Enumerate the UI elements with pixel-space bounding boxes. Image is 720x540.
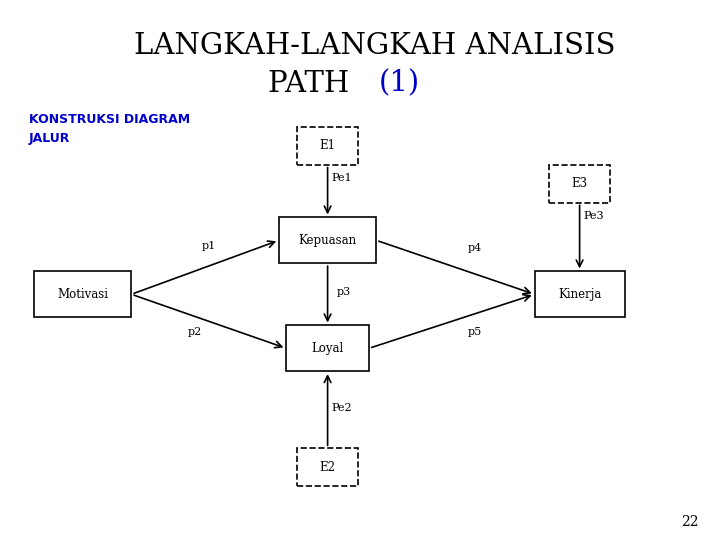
Text: Loyal: Loyal — [312, 342, 343, 355]
Text: Motivasi: Motivasi — [58, 288, 108, 301]
Text: KONSTRUKSI DIAGRAM
JALUR: KONSTRUKSI DIAGRAM JALUR — [29, 113, 190, 145]
Text: PATH: PATH — [268, 70, 359, 98]
Text: p2: p2 — [187, 327, 202, 337]
FancyBboxPatch shape — [549, 165, 611, 202]
Text: Kinerja: Kinerja — [558, 288, 601, 301]
FancyBboxPatch shape — [297, 448, 359, 486]
Text: LANGKAH-LANGKAH ANALISIS: LANGKAH-LANGKAH ANALISIS — [134, 32, 615, 60]
Text: E2: E2 — [320, 461, 336, 474]
FancyBboxPatch shape — [287, 325, 369, 372]
Text: p4: p4 — [468, 244, 482, 253]
Text: Kepuasan: Kepuasan — [299, 234, 356, 247]
Text: p5: p5 — [468, 327, 482, 337]
Text: Pe2: Pe2 — [332, 403, 352, 413]
Text: Pe3: Pe3 — [584, 211, 604, 221]
FancyBboxPatch shape — [279, 217, 376, 263]
FancyBboxPatch shape — [534, 271, 625, 317]
Text: Pe1: Pe1 — [332, 173, 352, 183]
FancyBboxPatch shape — [35, 271, 132, 317]
Text: (1): (1) — [379, 70, 420, 98]
Text: 22: 22 — [681, 515, 698, 529]
Text: p3: p3 — [337, 287, 351, 296]
FancyBboxPatch shape — [297, 127, 359, 165]
Text: E1: E1 — [320, 139, 336, 152]
Text: E3: E3 — [572, 177, 588, 190]
Text: p1: p1 — [202, 241, 216, 251]
